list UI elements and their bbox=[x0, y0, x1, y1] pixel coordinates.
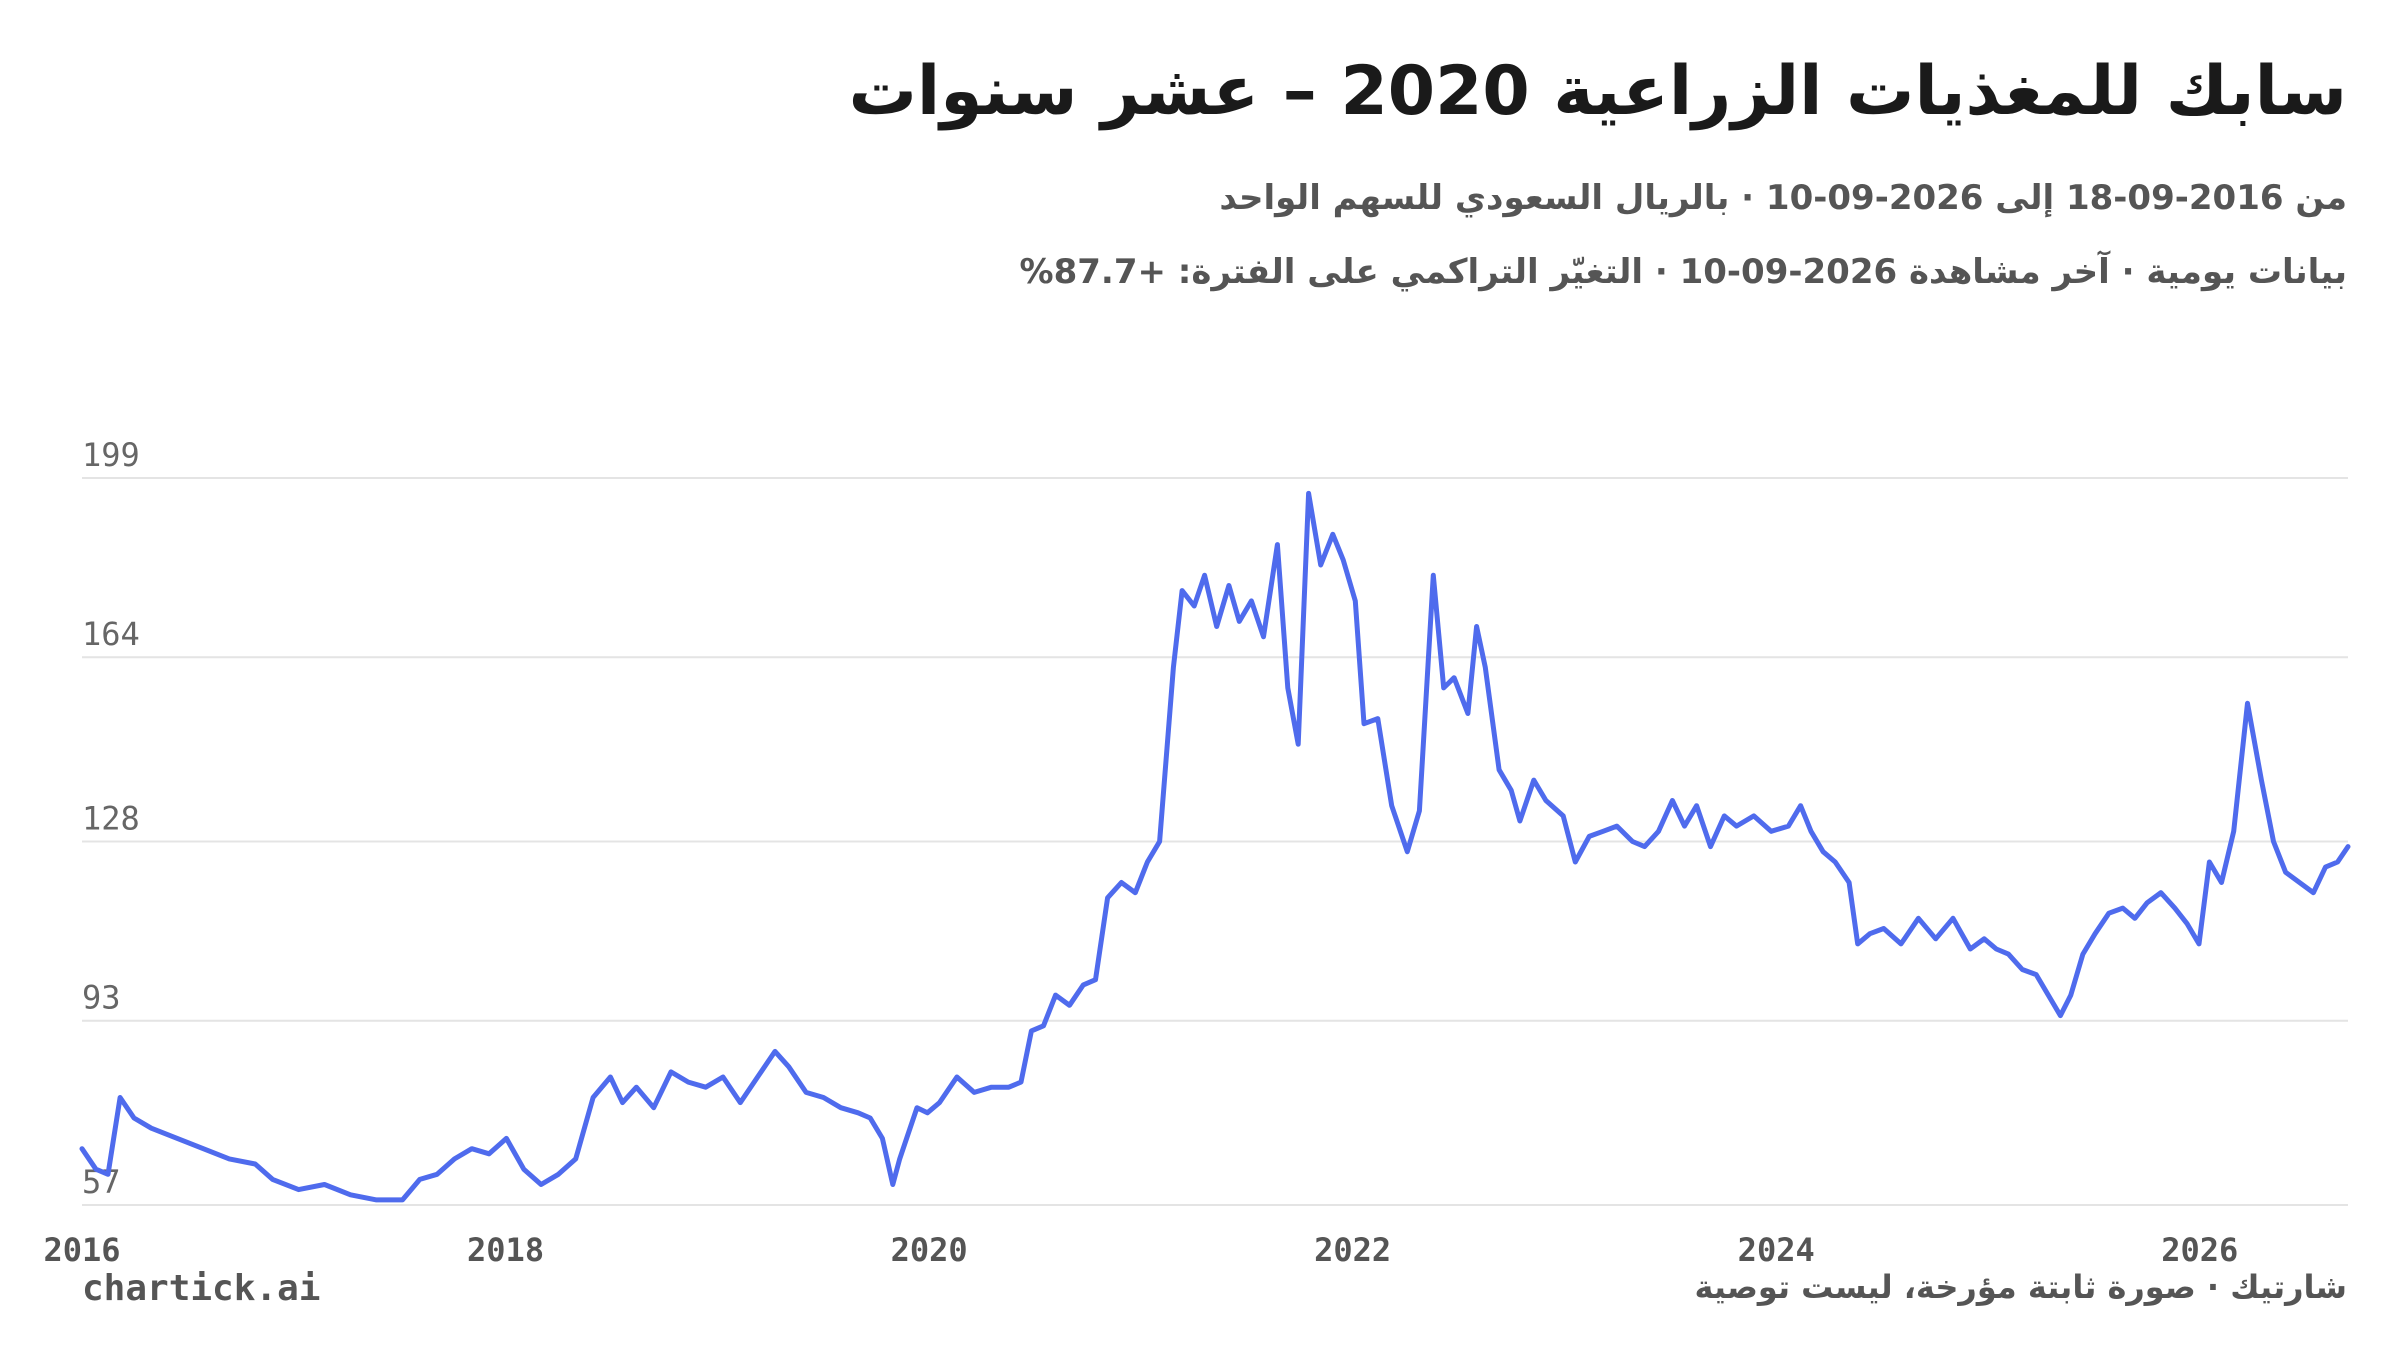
x-axis-ticks: 2016 2018 2020 2022 2024 2026 bbox=[43, 1231, 2238, 1269]
y-tick-label: 164 bbox=[82, 615, 140, 653]
x-tick-label: 2018 bbox=[467, 1231, 544, 1269]
y-tick-label: 199 bbox=[82, 436, 140, 474]
y-axis-ticks: 199 164 128 93 57 bbox=[82, 436, 140, 1201]
y-tick-label: 57 bbox=[82, 1163, 121, 1201]
y-tick-label: 93 bbox=[82, 979, 121, 1017]
grid-lines bbox=[82, 477, 2348, 1206]
brand-label: chartick.ai bbox=[82, 1268, 321, 1309]
chart-subtitle-stats: بيانات يومية · آخر مشاهدة 2026-09-10 · ا… bbox=[1019, 252, 2347, 292]
y-tick-label: 128 bbox=[82, 800, 140, 838]
x-tick-label: 2020 bbox=[891, 1231, 968, 1269]
x-tick-label: 2016 bbox=[43, 1231, 120, 1269]
chart-title: سابك للمغذيات الزراعية 2020 – عشر سنوات bbox=[848, 52, 2347, 131]
price-series-line bbox=[79, 490, 2351, 1203]
x-tick-label: 2024 bbox=[1738, 1231, 1815, 1269]
footer-note: شارتيك · صورة ثابتة مؤرخة، ليست توصية bbox=[1694, 1268, 2348, 1306]
x-tick-label: 2022 bbox=[1314, 1231, 1391, 1269]
chart-subtitle-range: من 2016-09-18 إلى 2026-09-10 · بالريال ا… bbox=[1219, 178, 2347, 218]
x-tick-label: 2026 bbox=[2161, 1231, 2238, 1269]
